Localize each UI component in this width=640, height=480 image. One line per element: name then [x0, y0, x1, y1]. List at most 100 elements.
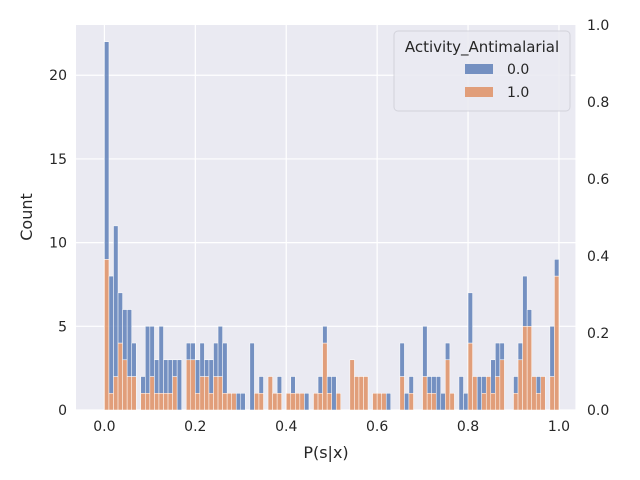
bar-0.0: [422, 326, 428, 377]
bar-1.0: [472, 376, 478, 411]
bar-1.0: [195, 393, 201, 411]
bar-1.0: [490, 393, 496, 411]
bar-0.0: [217, 326, 223, 377]
bar-0.0: [199, 342, 205, 377]
bar-0.0: [113, 225, 119, 377]
legend-entry-0.0: 0.0: [507, 62, 529, 78]
bar-1.0: [154, 393, 160, 411]
x-tick-label: 0.6: [366, 419, 388, 435]
bar-1.0: [290, 393, 296, 411]
bar-0.0: [554, 259, 560, 277]
bar-0.0: [185, 342, 192, 361]
bar-0.0: [399, 342, 405, 377]
bar-1.0: [140, 393, 146, 411]
bar-1.0: [163, 393, 169, 411]
bar-1.0: [285, 393, 292, 411]
bar-0.0: [249, 342, 255, 411]
bar-0.0: [476, 376, 482, 411]
bar-0.0: [526, 309, 532, 327]
bar-1.0: [172, 376, 178, 411]
y2-tick-label: 0.0: [587, 403, 609, 419]
bar-1.0: [540, 376, 546, 411]
bar-1.0: [313, 393, 319, 411]
bar-1.0: [376, 393, 382, 411]
bar-0.0: [204, 359, 210, 377]
bar-0.0: [326, 376, 332, 394]
bar-0.0: [276, 376, 282, 394]
bar-1.0: [322, 342, 328, 411]
bar-1.0: [149, 376, 155, 411]
bar-1.0: [126, 376, 132, 411]
bar-1.0: [317, 393, 323, 411]
legend: Activity_Antimalarial 0.0 1.0: [393, 30, 571, 112]
bar-1.0: [535, 393, 542, 411]
bar-0.0: [208, 359, 214, 394]
bar-0.0: [513, 376, 519, 394]
bar-1.0: [554, 275, 560, 411]
bar-1.0: [267, 376, 273, 411]
bar-1.0: [549, 376, 555, 411]
bar-0.0: [240, 393, 246, 411]
bar-1.0: [217, 376, 223, 411]
bar-0.0: [167, 359, 173, 394]
bar-0.0: [258, 376, 264, 394]
bar-1.0: [349, 359, 355, 411]
bar-0.0: [435, 376, 442, 411]
bar-0.0: [154, 359, 160, 394]
bar-1.0: [145, 393, 151, 411]
y2-tick-label: 0.8: [587, 95, 609, 111]
bar-1.0: [326, 393, 332, 411]
y2-tick-label: 1.0: [587, 18, 609, 34]
bar-0.0: [490, 359, 496, 394]
bar-0.0: [331, 376, 337, 411]
bar-1.0: [481, 393, 487, 411]
bar-0.0: [440, 393, 446, 411]
bar-1.0: [295, 393, 301, 411]
bar-1.0: [272, 393, 278, 411]
bar-0.0: [290, 376, 296, 394]
bar-1.0: [499, 359, 505, 411]
bar-0.0: [481, 376, 487, 394]
bar-1.0: [358, 376, 364, 411]
bar-1.0: [517, 359, 523, 411]
bar-0.0: [126, 309, 132, 377]
bar-1.0: [513, 393, 519, 411]
y-tick-label: 15: [49, 152, 67, 168]
bar-0.0: [122, 309, 128, 361]
bar-1.0: [381, 393, 387, 411]
bar-1.0: [199, 376, 205, 411]
bar-1.0: [158, 393, 164, 411]
bar-1.0: [104, 259, 110, 411]
bar-1.0: [113, 376, 119, 411]
bar-1.0: [208, 393, 214, 411]
bar-1.0: [399, 376, 405, 411]
x-axis-label: P(s|x): [303, 443, 348, 462]
bar-0.0: [213, 342, 219, 377]
bar-0.0: [535, 376, 542, 394]
bar-1.0: [467, 342, 473, 411]
bar-0.0: [149, 326, 155, 377]
bar-0.0: [408, 376, 414, 394]
bar-0.0: [235, 393, 242, 411]
bar-1.0: [213, 376, 219, 411]
bar-1.0: [445, 359, 451, 411]
y2-tick-label: 0.6: [587, 172, 609, 188]
bar-0.0: [190, 342, 196, 361]
histogram-bars: [104, 41, 560, 411]
x-tick-label: 0.4: [275, 419, 297, 435]
y2-tick-labels: 0.0 0.2 0.4 0.6 0.8 1.0: [587, 18, 609, 419]
bar-1.0: [231, 393, 237, 411]
bar-0.0: [463, 393, 469, 411]
bar-1.0: [522, 326, 528, 411]
y-tick-label: 20: [49, 68, 67, 84]
y2-tick-label: 0.2: [587, 326, 609, 342]
x-tick-label: 0.0: [93, 419, 115, 435]
bar-1.0: [485, 376, 492, 411]
bar-0.0: [304, 393, 310, 411]
legend-title: Activity_Antimalarial: [405, 38, 559, 57]
bar-1.0: [426, 393, 432, 411]
bar-1.0: [363, 376, 369, 411]
bar-0.0: [549, 326, 555, 377]
bar-0.0: [404, 393, 410, 411]
